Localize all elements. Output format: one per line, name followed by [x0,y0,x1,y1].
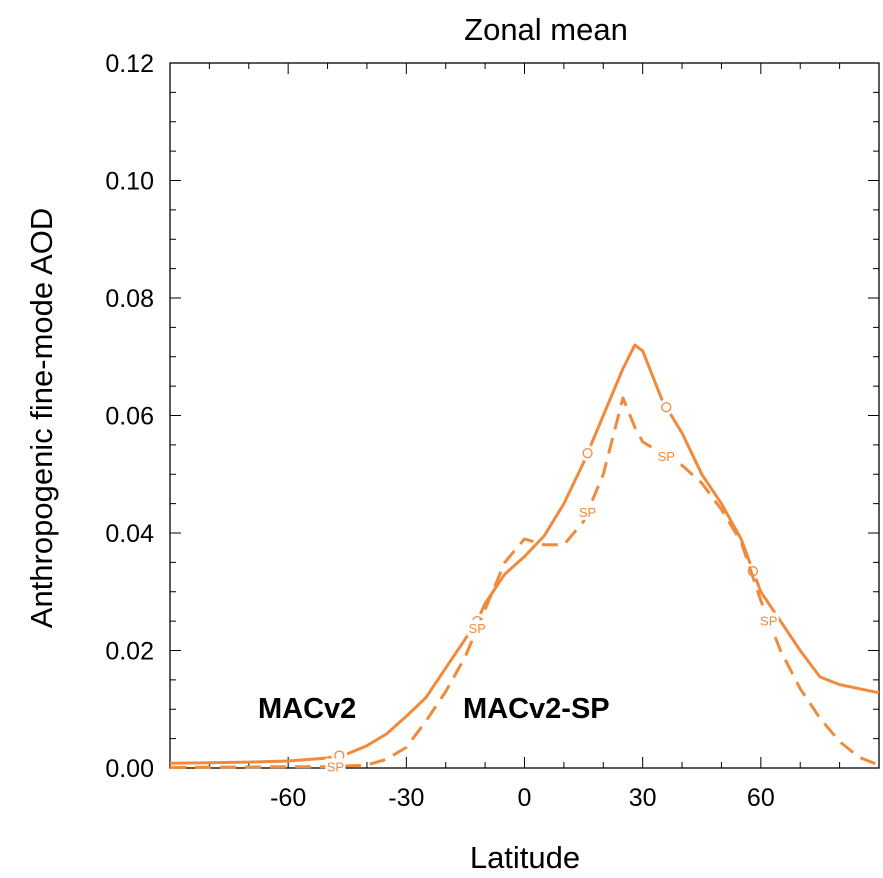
y-tick-label: 0.08 [105,285,154,313]
marker-gap [658,399,675,416]
plot-frame [169,62,880,769]
series-line-macv2-sp [169,396,880,769]
y-axis-label: Anthropogenic fine-mode AOD [24,208,59,628]
x-tick-label: -60 [270,784,306,812]
marker-gap [579,445,596,462]
marker-gap [577,503,598,520]
y-tick-label: 0.06 [105,403,154,431]
plot-area: -60 -30 0 30 60 0.00 0.02 0.04 0.06 0.08 0.10 0.12 M… [105,50,880,812]
y-tick-label: 0.00 [105,755,154,783]
marker-gap [758,612,779,629]
marker-gap [467,620,488,637]
x-tick-label: 60 [747,784,775,812]
marker-sp: SP [579,505,596,520]
x-axis-label: Latitude [470,840,580,875]
x-tick-label: -30 [388,784,424,812]
series-label-macv2: MACv2 [258,693,356,725]
marker-sp: SP [469,621,486,636]
marker-sp: SP [760,614,777,629]
y-tick-label: 0.04 [105,520,154,548]
marker-gap [325,758,346,775]
marker-o [661,402,672,413]
series-line-macv2 [169,343,880,765]
marker-sp: SP [658,449,675,464]
y-tick-label: 0.12 [105,50,154,78]
chart-title: Zonal mean [464,12,628,47]
x-tick-label: 30 [629,784,657,812]
y-tick-label: 0.10 [105,168,154,196]
series-label-macv2-sp: MACv2-SP [463,693,610,725]
y-tick-label: 0.02 [105,638,154,666]
marker-gap [656,448,677,465]
marker-o [582,447,593,459]
marker-sp: SP [327,759,344,774]
x-tick-label: 0 [518,784,532,812]
